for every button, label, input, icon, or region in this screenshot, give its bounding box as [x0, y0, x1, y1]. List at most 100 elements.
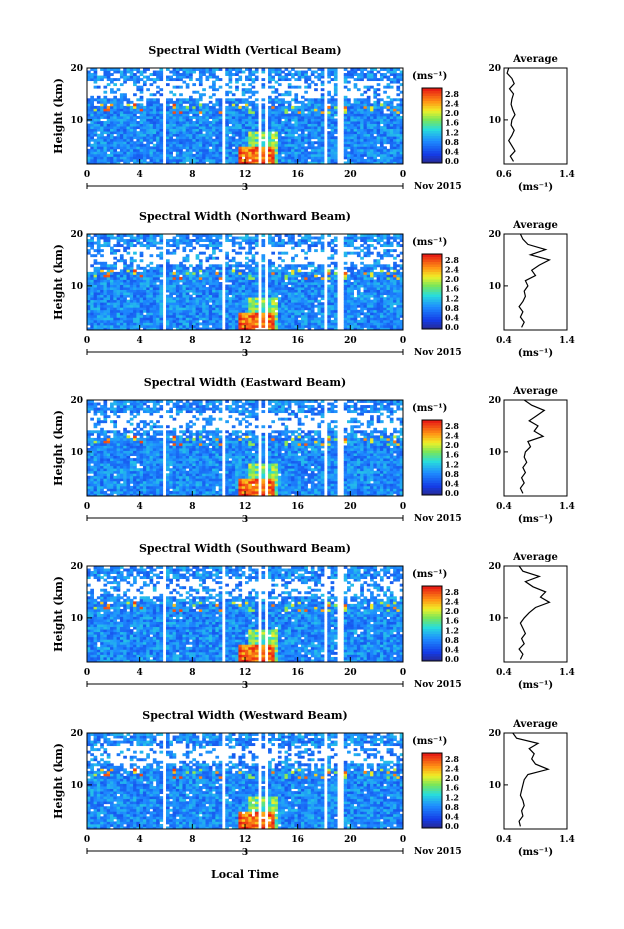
heatmap-cell [133, 287, 137, 290]
heatmap-cell [232, 119, 236, 122]
heatmap-cell [176, 103, 180, 106]
heatmap-cell [136, 317, 140, 320]
heatmap-cell [123, 247, 127, 250]
heatmap-cell [377, 139, 381, 142]
colorbar-unit: (ms⁻¹) [412, 71, 447, 82]
heatmap-cell [275, 320, 279, 323]
heatmap-cell [354, 131, 358, 134]
heatmap-cell [377, 113, 381, 116]
heatmap-cell [212, 315, 216, 318]
heatmap-cell [182, 139, 186, 142]
heatmap-cell [189, 264, 193, 267]
heatmap-cell [291, 98, 295, 101]
heatmap-cell [192, 146, 196, 149]
heatmap-cell [133, 81, 137, 84]
heatmap-cell [271, 290, 275, 293]
heatmap-cell [120, 93, 124, 96]
heatmap-cell [212, 287, 216, 290]
heatmap-cell [136, 88, 140, 91]
heatmap-cell [206, 287, 210, 290]
heatmap-cell [288, 322, 292, 325]
heatmap-cell [252, 156, 256, 159]
heatmap-cell [176, 302, 180, 305]
heatmap-cell [298, 106, 302, 109]
heatmap-cell [291, 310, 295, 313]
heatmap-cell [377, 98, 381, 101]
heatmap-cell [383, 146, 387, 149]
heatmap-cell [215, 113, 219, 116]
heatmap-cell [199, 279, 203, 282]
heatmap-cell [120, 144, 124, 147]
heatmap-cell [238, 111, 242, 114]
heatmap-cell [271, 159, 275, 162]
heatmap-cell [396, 144, 400, 147]
heatmap-cell [393, 149, 397, 152]
heatmap-cell [202, 297, 206, 300]
heatmap-cell [275, 119, 279, 122]
heatmap-cell [327, 287, 331, 290]
heatmap-cell [225, 93, 229, 96]
heatmap-cell [133, 320, 137, 323]
heatmap-cell [314, 134, 318, 137]
heatmap-cell [275, 81, 279, 84]
heatmap-cell [146, 239, 150, 242]
average-panel: Average10200.6 1.4(ms⁻¹) [488, 54, 574, 193]
heatmap-cell [143, 126, 147, 129]
heatmap-cell [285, 297, 289, 300]
heatmap-cell [196, 121, 200, 124]
heatmap-cell [344, 305, 348, 308]
heatmap-cell [123, 129, 127, 132]
heatmap-cell [281, 272, 285, 275]
heatmap-cell [173, 310, 177, 313]
heatmap-cell [304, 146, 308, 149]
heatmap-cell [304, 297, 308, 300]
heatmap-cell [159, 257, 163, 260]
heatmap-cell [206, 126, 210, 129]
heatmap-cell [380, 103, 384, 106]
heatmap-cell [311, 242, 315, 245]
heatmap-cell [120, 302, 124, 305]
heatmap-cell [206, 279, 210, 282]
heatmap-cell [232, 269, 236, 272]
heatmap-cell [127, 141, 131, 144]
heatmap-cell [100, 141, 104, 144]
heatmap-cell [238, 124, 242, 127]
heatmap-cell [268, 279, 272, 282]
heatmap-cell [308, 307, 312, 310]
heatmap-cell [199, 73, 203, 76]
heatmap-cell [344, 141, 348, 144]
heatmap-cell [192, 267, 196, 270]
heatmap-cell [252, 134, 256, 137]
heatmap-cell [202, 244, 206, 247]
heatmap-cell [331, 103, 335, 106]
heatmap-cell [268, 129, 272, 132]
heatmap-cell [140, 287, 144, 290]
heatmap-cell [331, 322, 335, 325]
heatmap-cell [268, 277, 272, 280]
heatmap-cell [390, 98, 394, 101]
heatmap-cell [182, 129, 186, 132]
heatmap-cell [301, 154, 305, 157]
heatmap-cell [150, 93, 154, 96]
heatmap-cell [107, 317, 111, 320]
heatmap-cell [173, 239, 177, 242]
heatmap-cell [176, 146, 180, 149]
heatmap-cell [169, 285, 173, 288]
heatmap-cell [235, 111, 239, 114]
heatmap-cell [304, 242, 308, 245]
month-label: Nov 2015 [414, 182, 462, 192]
heatmap-cell [278, 310, 282, 313]
heatmap-cell [360, 156, 364, 159]
heatmap-cell [150, 237, 154, 240]
heatmap-cell [350, 129, 354, 132]
heatmap-cell [110, 264, 114, 267]
heatmap-cell [140, 290, 144, 293]
heatmap-cell [97, 111, 101, 114]
heatmap-cell [156, 146, 160, 149]
heatmap-cell [186, 113, 190, 116]
heatmap-cell [347, 106, 351, 109]
heatmap-cell [327, 121, 331, 124]
heatmap-cell [146, 307, 150, 310]
heatmap-cell [347, 111, 351, 114]
heatmap-cell [225, 91, 229, 94]
